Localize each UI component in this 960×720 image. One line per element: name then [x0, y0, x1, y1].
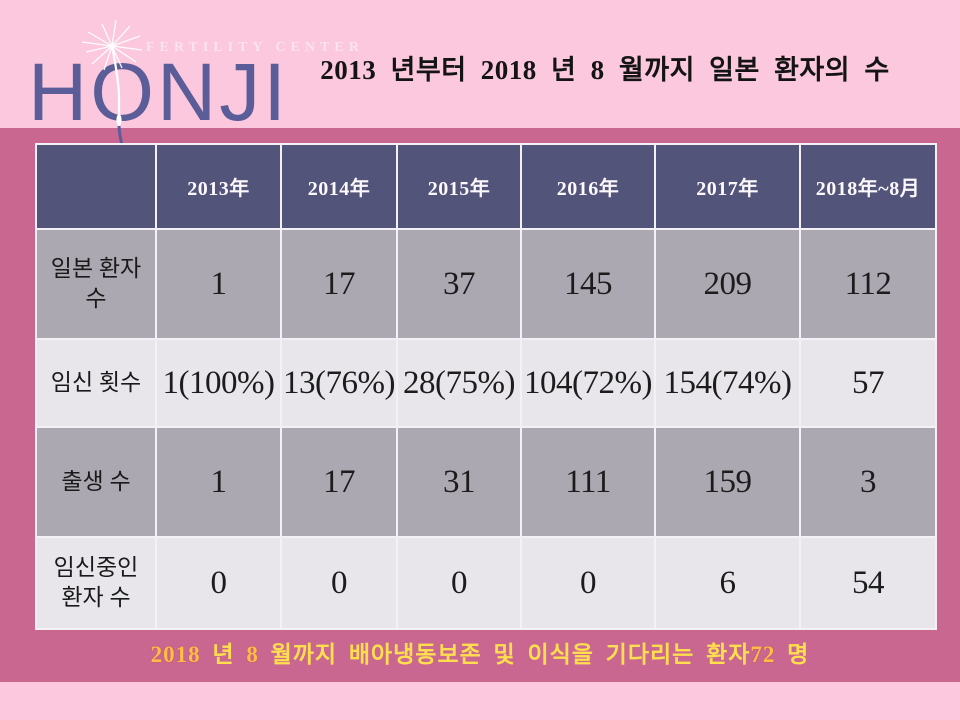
slide-title: 2013 년부터 2018 년 8 월까지 일본 환자의 수	[320, 55, 890, 85]
row-label: 임신 횟수	[35, 338, 157, 428]
header-cell-2013: 2013年	[155, 143, 282, 230]
data-cell: 1(100%)	[155, 338, 282, 428]
row-label: 출생 수	[35, 426, 157, 538]
footnote-text: 명	[775, 642, 810, 667]
data-cell: 0	[155, 536, 282, 630]
data-cell: 1	[155, 426, 282, 538]
row-label: 일본 환자 수	[35, 228, 157, 340]
data-cell: 0	[520, 536, 656, 630]
data-cell: 154(74%)	[654, 338, 801, 428]
data-cell: 37	[396, 228, 522, 340]
footnote-text: 월까지 배아냉동보존 및 이식을 기다리는 환자	[258, 642, 751, 667]
header-cell-2017: 2017年	[654, 143, 801, 230]
data-cell: 57	[799, 338, 937, 428]
header-cell-empty	[35, 143, 157, 230]
header-cell-2018: 2018年~8月	[799, 143, 937, 230]
footnote-month: 8	[246, 642, 259, 667]
header-cell-2015: 2015年	[396, 143, 522, 230]
data-cell: 111	[520, 426, 656, 538]
data-cell: 159	[654, 426, 801, 538]
data-cell: 6	[654, 536, 801, 630]
logo-brand-text: HONJI	[28, 47, 289, 138]
data-cell: 54	[799, 536, 937, 630]
data-cell: 209	[654, 228, 801, 340]
data-cell: 0	[396, 536, 522, 630]
data-cell: 13(76%)	[280, 338, 398, 428]
logo-tagline: FERTILITY CENTER	[146, 40, 364, 55]
header-cell-2016: 2016年	[520, 143, 656, 230]
footnote-year: 2018	[150, 642, 201, 667]
data-cell: 112	[799, 228, 937, 340]
table-row-japanese-patients: 일본 환자 수 1 17 37 145 209 112	[35, 228, 937, 340]
data-cell: 0	[280, 536, 398, 630]
table-row-pregnancies: 임신 횟수 1(100%) 13(76%) 28(75%) 104(72%) 1…	[35, 338, 937, 428]
data-cell: 28(75%)	[396, 338, 522, 428]
table-row-currently-pregnant: 임신중인 환자 수 0 0 0 0 6 54	[35, 536, 937, 630]
data-cell: 3	[799, 426, 937, 538]
table-row-births: 출생 수 1 17 31 111 159 3	[35, 426, 937, 538]
slide-footnote: 2018 년 8 월까지 배아냉동보존 및 이식을 기다리는 환자72 명	[0, 635, 960, 669]
data-cell: 17	[280, 228, 398, 340]
header-cell-2014: 2014年	[280, 143, 398, 230]
table-header-row: 2013年 2014年 2015年 2016年 2017年 2018年~8月	[35, 143, 937, 230]
data-cell: 17	[280, 426, 398, 538]
data-cell: 104(72%)	[520, 338, 656, 428]
patient-statistics-table: 2013年 2014年 2015年 2016年 2017年 2018年~8月 일…	[35, 143, 937, 630]
data-cell: 145	[520, 228, 656, 340]
footnote-count: 72	[750, 642, 776, 667]
row-label: 임신중인 환자 수	[35, 536, 157, 630]
data-cell: 1	[155, 228, 282, 340]
footnote-text: 년	[200, 642, 247, 667]
data-cell: 31	[396, 426, 522, 538]
